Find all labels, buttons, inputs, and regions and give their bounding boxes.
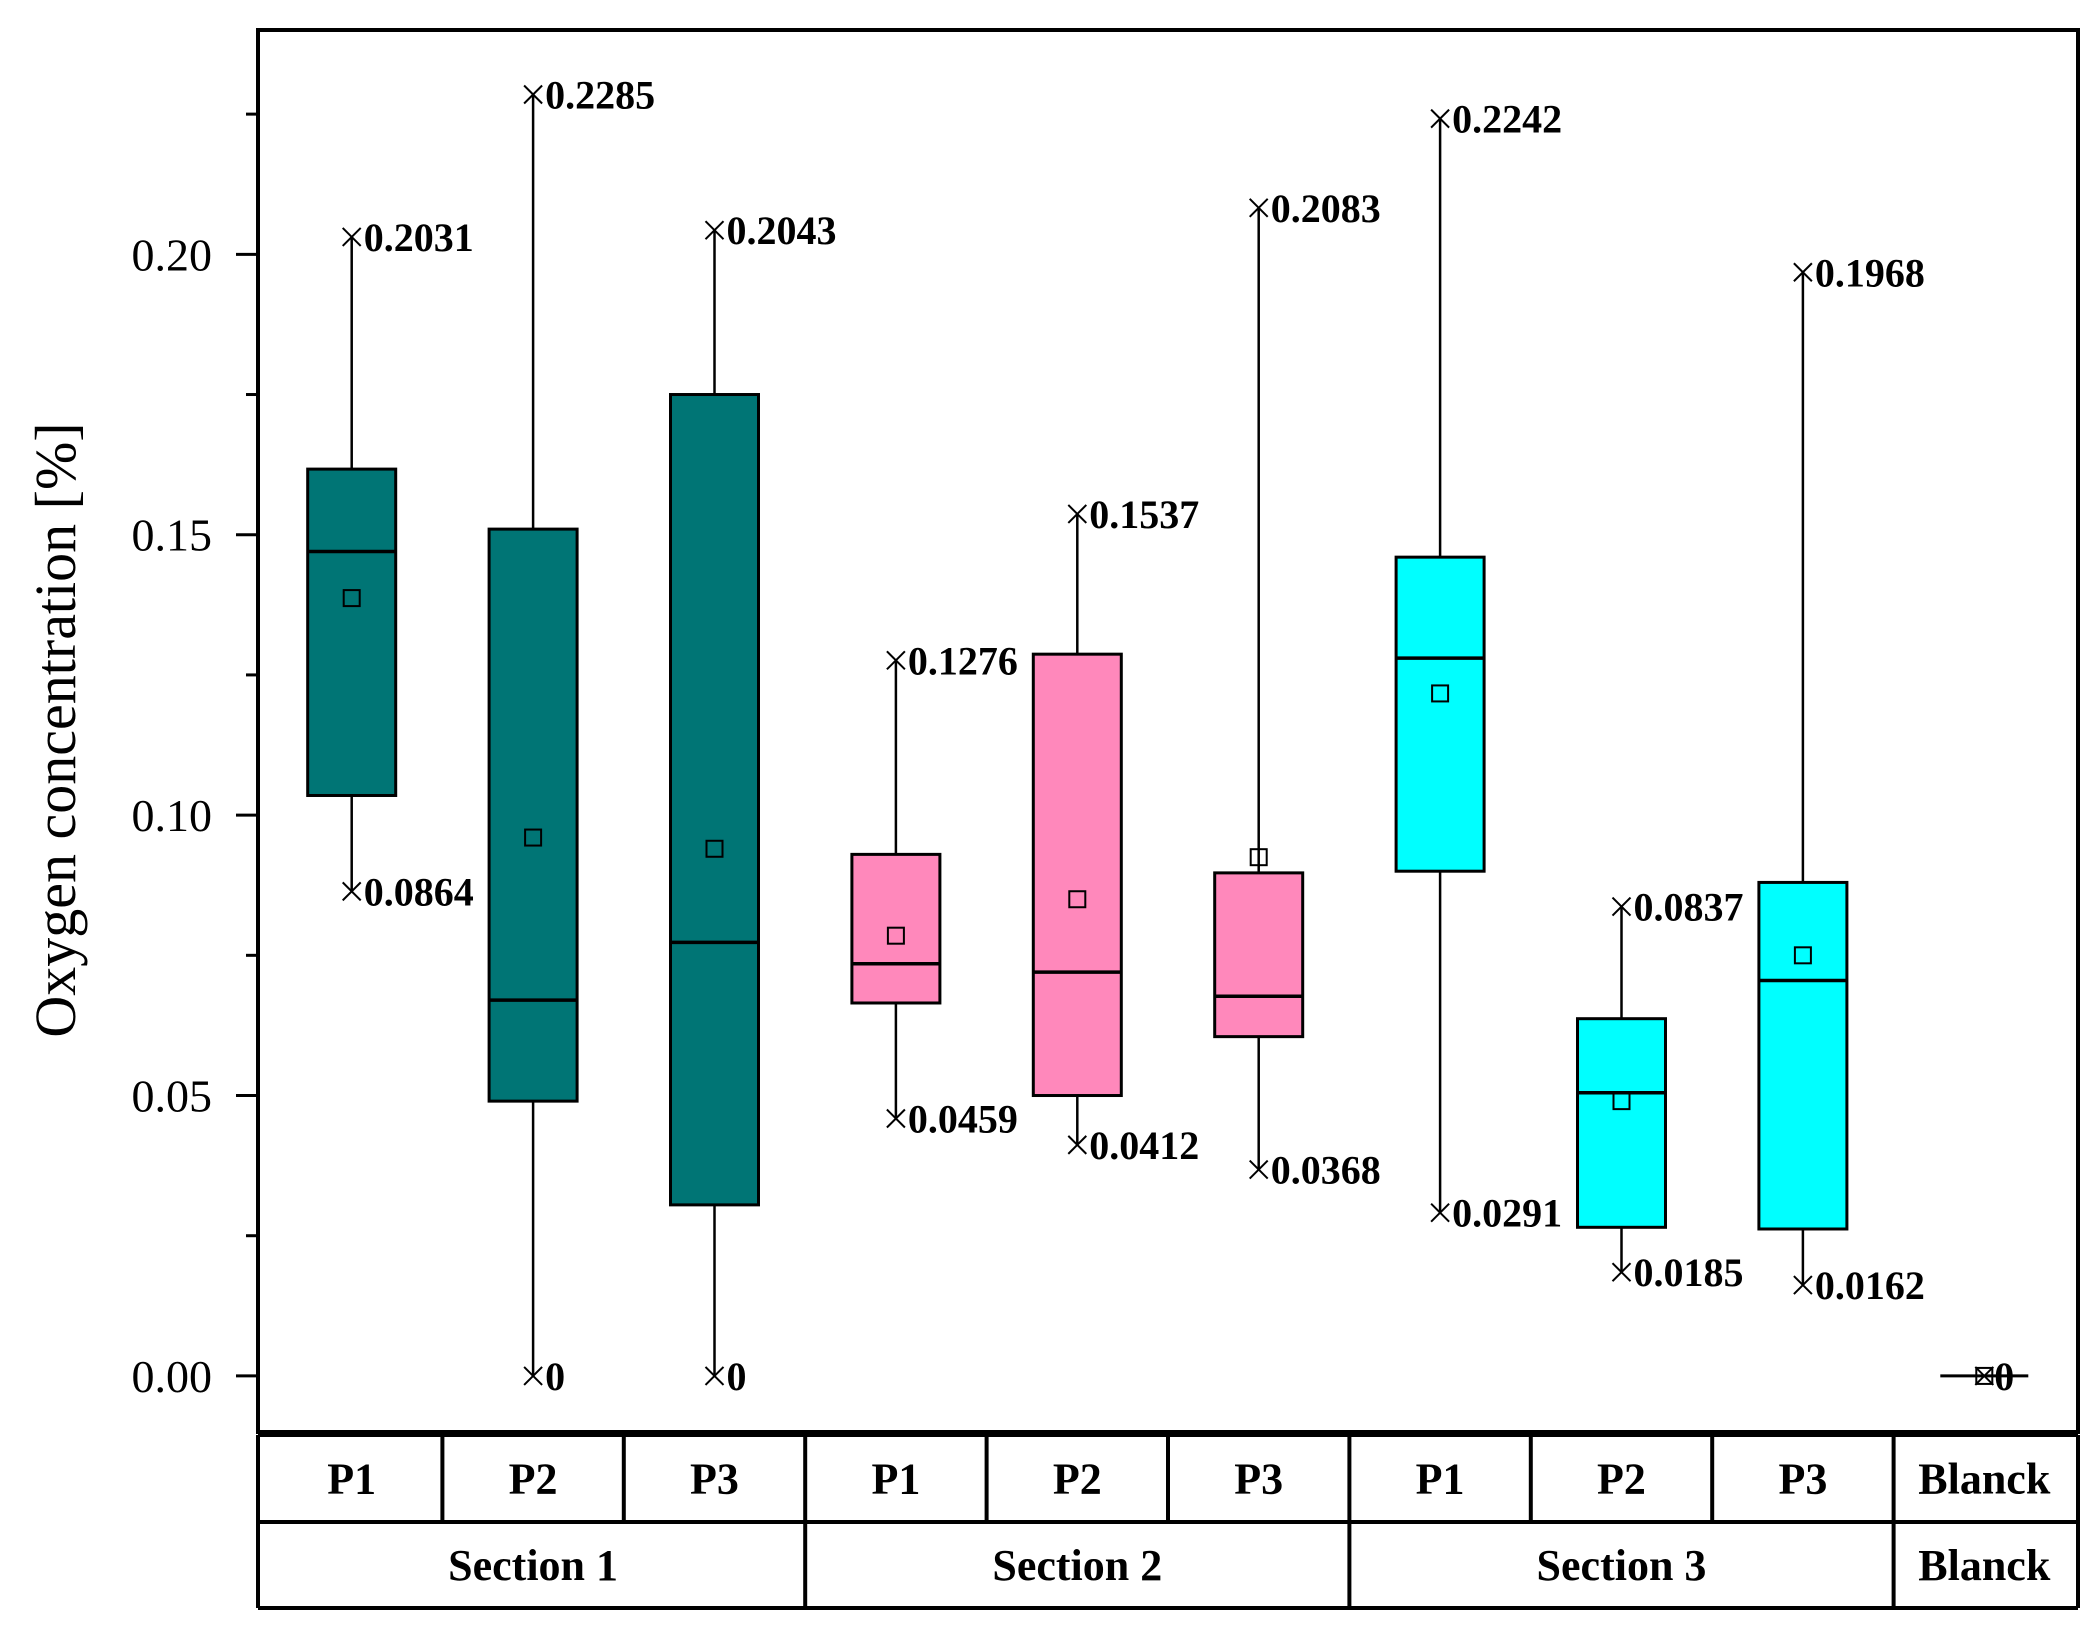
y-tick-label: 0.05 [132, 1071, 213, 1122]
extreme-marker [704, 1366, 725, 1386]
category-table: P1 P2 P3 P1 P2 P3 P1 P2 P3 Blanck Section 1 Section… [256, 1435, 2080, 1610]
max-value-label: 0.1537 [1089, 492, 1199, 537]
section-label: Section 1 [448, 1541, 618, 1590]
min-value-label: 0.0368 [1271, 1148, 1381, 1193]
y-axis-label: Oxygen concentration [%] [23, 422, 88, 1037]
mean-marker [342, 589, 361, 608]
extreme-marker [886, 650, 906, 671]
iqr-box [1213, 871, 1305, 1039]
box-series: 0.2031 0.0864 0.2285 0 0.2043 0 0.1276 0.0459 0.… [306, 72, 2029, 1399]
section-label: Section 3 [1537, 1541, 1707, 1590]
max-value-label: 0.0837 [1634, 885, 1744, 930]
extreme-marker [1248, 1159, 1269, 1180]
extreme-marker [1974, 1366, 1995, 1386]
min-value-label: 0.0412 [1089, 1123, 1199, 1168]
position-label: P2 [509, 1455, 558, 1504]
y-axis: 0.00 0.05 0.10 0.15 0.20 [132, 112, 258, 1402]
extreme-marker [1611, 1262, 1632, 1282]
max-value-label: 0.1968 [1815, 250, 1925, 295]
y-tick-label: 0.20 [132, 229, 213, 280]
extreme-marker [1067, 504, 1088, 524]
mean-marker [705, 839, 724, 858]
mean-marker [886, 926, 905, 945]
y-tick-label: 0.10 [132, 790, 213, 841]
extreme-marker [341, 881, 362, 902]
mean-marker [524, 828, 543, 847]
mean-marker [1068, 890, 1087, 909]
extreme-marker [886, 1108, 906, 1129]
min-value-label: 0.0864 [364, 869, 474, 914]
position-label: P1 [327, 1455, 376, 1504]
iqr-box [1576, 1017, 1667, 1229]
min-value-label: 0.0162 [1815, 1263, 1925, 1308]
section-label: Section 2 [992, 1541, 1162, 1590]
plot-frame [256, 28, 2080, 1434]
max-value-label: 0.2285 [545, 72, 655, 117]
iqr-box [1394, 555, 1486, 873]
position-label: Blanck [1918, 1455, 2051, 1504]
mean-marker [1249, 848, 1268, 867]
extreme-marker [704, 220, 725, 240]
extreme-marker [1067, 1135, 1088, 1155]
extreme-marker [341, 227, 362, 247]
max-value-label: 0.2043 [727, 208, 837, 253]
iqr-box [1757, 880, 1849, 1231]
min-value-label: 0 [727, 1354, 747, 1399]
extreme-marker [1248, 198, 1269, 218]
y-tick-label: 0.15 [132, 510, 213, 561]
position-label: P2 [1597, 1455, 1646, 1504]
section-label: Blanck [1918, 1541, 2051, 1590]
max-value-label: 0.2242 [1452, 97, 1562, 142]
max-value-label: 0.2031 [364, 215, 474, 260]
iqr-box [1031, 652, 1123, 1098]
position-label: P3 [1778, 1455, 1827, 1504]
max-value-label: 0 [1994, 1354, 2014, 1399]
extreme-marker [523, 1366, 543, 1386]
iqr-box [487, 527, 579, 1103]
extreme-marker [523, 84, 543, 105]
max-value-label: 0.1276 [908, 638, 1018, 683]
iqr-box [306, 467, 398, 797]
y-tick-label: 0.00 [132, 1351, 213, 1402]
extreme-marker [1611, 896, 1632, 917]
extreme-marker [1430, 1203, 1450, 1223]
position-label: P2 [1053, 1455, 1102, 1504]
extreme-marker [1793, 1275, 1813, 1295]
position-label: P3 [690, 1455, 739, 1504]
mean-marker [1793, 946, 1812, 965]
extreme-marker [1793, 262, 1813, 282]
min-value-label: 0 [545, 1354, 565, 1399]
position-label: P3 [1234, 1455, 1283, 1504]
min-value-label: 0.0291 [1452, 1191, 1562, 1236]
min-value-label: 0.0185 [1634, 1250, 1744, 1295]
position-label: P1 [1416, 1455, 1465, 1504]
extreme-marker [1430, 108, 1450, 129]
iqr-box [669, 393, 760, 1207]
mean-marker [1612, 1092, 1631, 1111]
mean-marker [1431, 684, 1450, 703]
position-label: P1 [871, 1455, 920, 1504]
min-value-label: 0.0459 [908, 1097, 1018, 1142]
max-value-label: 0.2083 [1271, 186, 1381, 231]
mean-marker [1975, 1366, 1994, 1385]
